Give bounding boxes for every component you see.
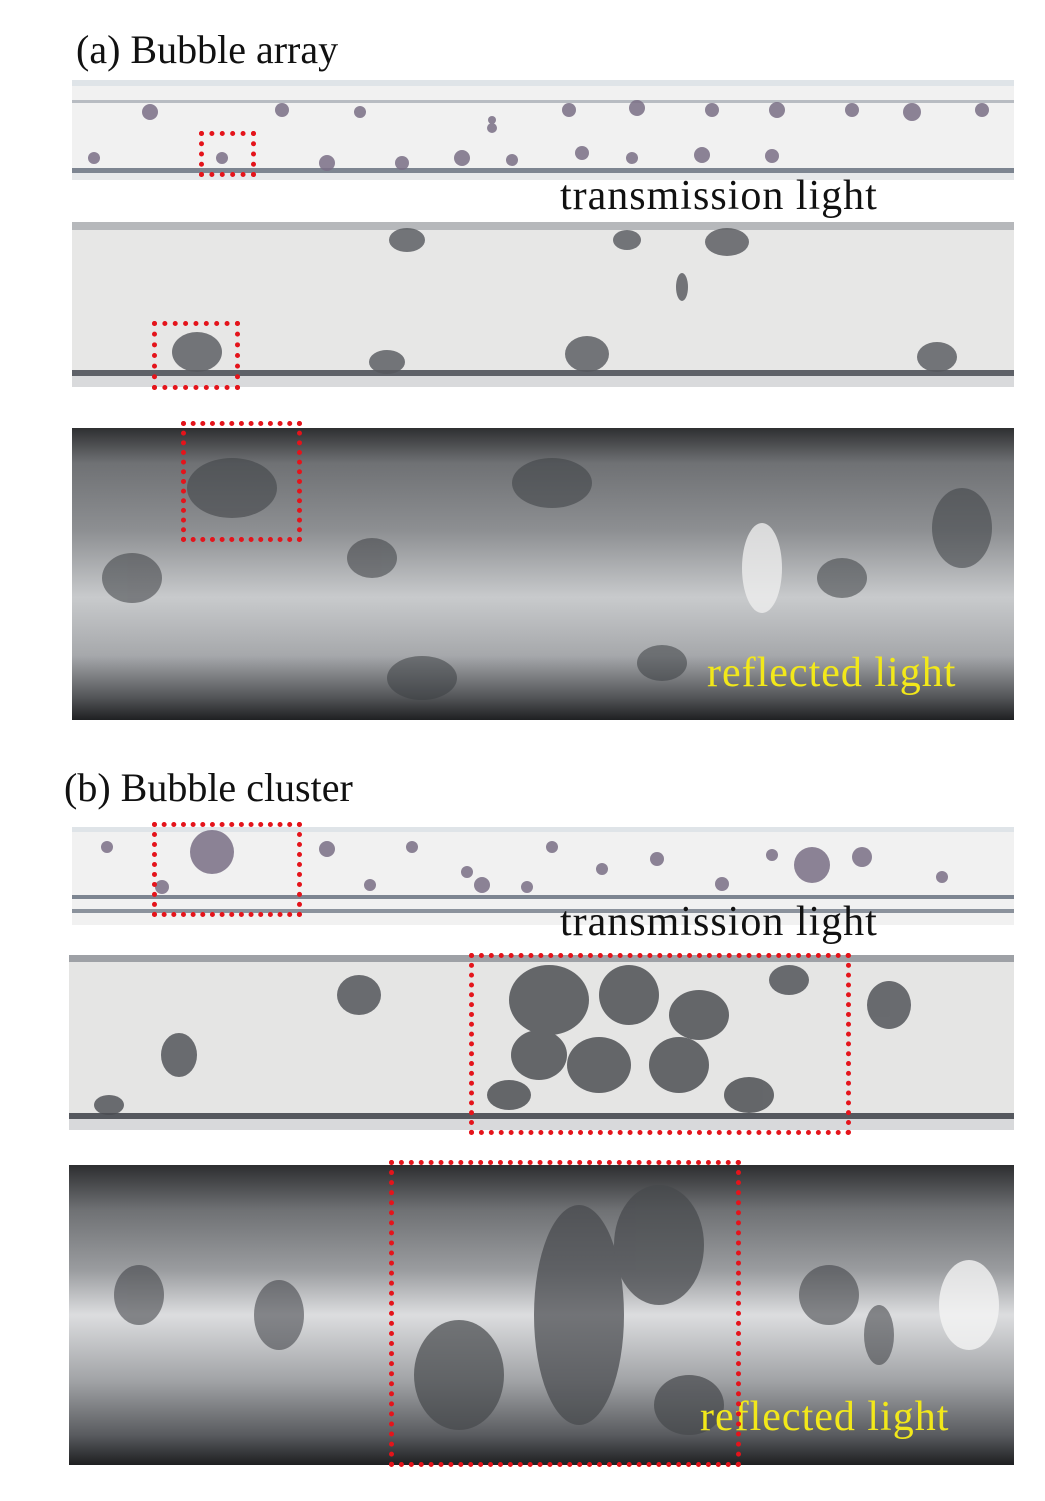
section-b-title: (b) Bubble cluster bbox=[64, 765, 353, 810]
photo-b-transmission-thin bbox=[72, 827, 1014, 925]
highlight-box-a2 bbox=[152, 321, 240, 390]
photo-a-reflected bbox=[72, 428, 1014, 720]
highlight-box-a3 bbox=[181, 421, 302, 542]
caption-a-transmission: transmission light bbox=[560, 173, 878, 219]
photo-a-transmission-thin bbox=[72, 80, 1014, 180]
photo-b-transmission-wide bbox=[69, 955, 1014, 1130]
photo-b-reflected bbox=[69, 1165, 1014, 1465]
caption-b-reflected: reflected light bbox=[700, 1394, 950, 1440]
section-a-title: (a) Bubble array bbox=[76, 27, 339, 72]
photo-a-transmission-wide bbox=[72, 222, 1014, 387]
highlight-box-a1 bbox=[199, 131, 256, 177]
caption-b-transmission: transmission light bbox=[560, 899, 878, 945]
highlight-box-b3 bbox=[389, 1160, 741, 1467]
caption-a-reflected: reflected light bbox=[707, 650, 957, 696]
highlight-box-b2 bbox=[469, 953, 851, 1135]
highlight-box-b1 bbox=[152, 822, 302, 917]
